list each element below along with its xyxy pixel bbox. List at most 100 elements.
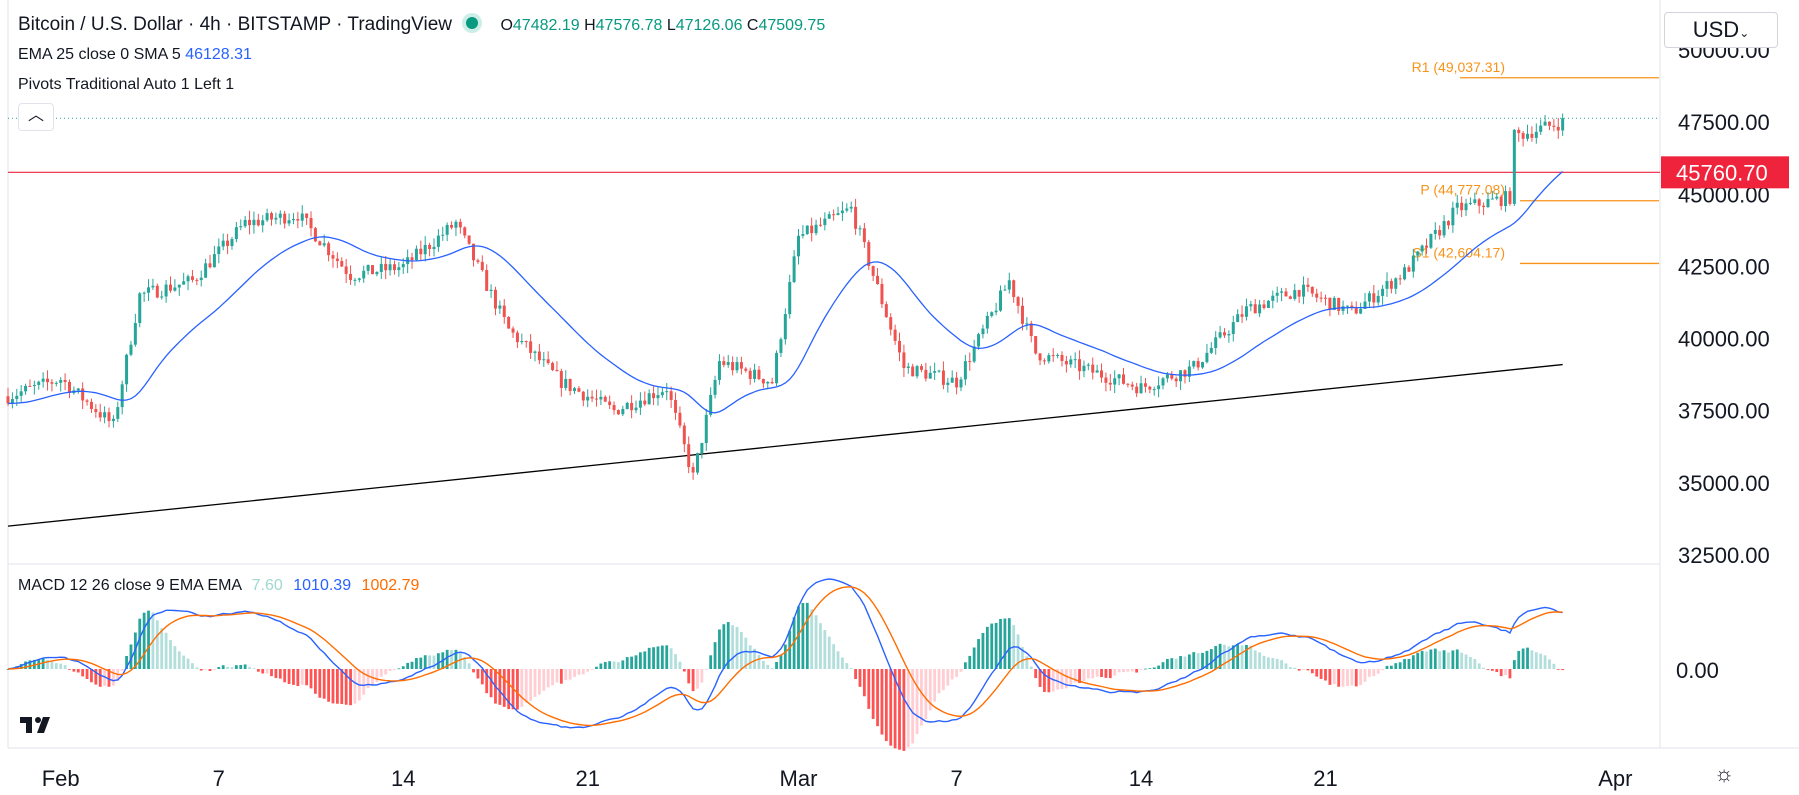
macd-histogram-bar bbox=[314, 669, 317, 694]
macd-histogram-bar bbox=[766, 664, 770, 669]
macd-histogram-bar bbox=[529, 669, 533, 701]
collapse-legend-button[interactable]: ︿ bbox=[18, 103, 54, 131]
macd-histogram-bar bbox=[182, 655, 186, 669]
macd-histogram-bar bbox=[753, 648, 756, 669]
candle-body bbox=[384, 263, 388, 271]
macd-histogram-bar bbox=[955, 669, 958, 677]
candle-body bbox=[1183, 370, 1187, 377]
macd-tick-label: 0.00 bbox=[1676, 658, 1719, 683]
candle-body bbox=[1319, 297, 1323, 299]
macd-histogram-bar bbox=[1086, 669, 1090, 679]
macd-histogram-bar bbox=[867, 669, 871, 709]
macd-histogram-bar bbox=[542, 669, 546, 691]
macd-histogram-bar bbox=[1499, 669, 1503, 677]
macd-histogram-bar bbox=[379, 669, 383, 677]
support-trendline[interactable] bbox=[7, 363, 1563, 527]
chevron-up-icon: ︿ bbox=[27, 107, 44, 124]
resistance-price-tag bbox=[1661, 156, 1789, 189]
candle-body bbox=[1240, 314, 1244, 317]
candle-body bbox=[1451, 207, 1455, 226]
macd-histogram-bar bbox=[1284, 663, 1288, 669]
candle-body bbox=[1394, 278, 1398, 289]
candle-body bbox=[1460, 202, 1464, 211]
settings-icon[interactable]: ☼ bbox=[1714, 761, 1735, 786]
macd-histogram-bar bbox=[1095, 669, 1099, 677]
candle-body bbox=[1157, 385, 1161, 390]
candle-body bbox=[1266, 300, 1270, 308]
candle-body bbox=[1376, 295, 1380, 303]
candle-body bbox=[199, 277, 203, 281]
macd-histogram-bar bbox=[1539, 653, 1543, 669]
macd-histogram-bar bbox=[516, 669, 519, 710]
candle-body bbox=[1433, 229, 1437, 234]
candle-body bbox=[331, 255, 335, 259]
candle-body bbox=[1231, 322, 1235, 335]
macd-histogram-bar bbox=[419, 657, 423, 669]
candle-body bbox=[1341, 306, 1345, 311]
candle-body bbox=[265, 213, 269, 221]
macd-histogram-bar bbox=[1078, 669, 1081, 684]
candle-body bbox=[1016, 297, 1020, 306]
candle-body bbox=[1403, 267, 1407, 280]
candle-body bbox=[59, 380, 63, 383]
macd-histogram-bar bbox=[564, 669, 568, 681]
macd-histogram-bar bbox=[234, 665, 238, 669]
macd-histogram-bar bbox=[1442, 650, 1446, 669]
macd-histogram-bar bbox=[1530, 650, 1534, 669]
candle-body bbox=[138, 293, 142, 324]
candle-body bbox=[1047, 355, 1051, 362]
candle-body bbox=[515, 332, 519, 343]
ohlc-close: 47509.75 bbox=[758, 17, 826, 34]
candle-body bbox=[24, 385, 28, 392]
candle-body bbox=[594, 398, 598, 400]
macd-histogram-bar bbox=[230, 667, 234, 669]
time-tick-label: 7 bbox=[213, 766, 225, 791]
pivots-legend[interactable]: Pivots Traditional Auto 1 Left 1 bbox=[18, 76, 234, 94]
macd-histogram-bar bbox=[160, 628, 164, 669]
candle-body bbox=[735, 362, 739, 371]
candle-body bbox=[1025, 323, 1029, 325]
candle-body bbox=[133, 323, 137, 345]
candle-body bbox=[634, 407, 638, 411]
candle-body bbox=[792, 256, 796, 283]
candle-body bbox=[682, 425, 686, 445]
macd-histogram-bar bbox=[1104, 669, 1108, 678]
macd-legend[interactable]: MACD 12 26 close 9 EMA EMA 7.60 1010.39 … bbox=[18, 577, 419, 595]
macd-histogram-bar bbox=[388, 669, 392, 671]
candle-body bbox=[599, 396, 603, 400]
macd-histogram-bar bbox=[98, 669, 102, 687]
macd-histogram-bar bbox=[125, 655, 128, 669]
ema-line[interactable] bbox=[7, 171, 1564, 414]
macd-histogram-bar bbox=[454, 649, 458, 669]
macd-histogram-bar bbox=[537, 669, 541, 695]
macd-histogram-bar bbox=[1249, 645, 1253, 669]
candle-body bbox=[1455, 202, 1459, 208]
ema-legend[interactable]: EMA 25 close 0 SMA 5 46128.31 bbox=[18, 46, 252, 64]
macd-histogram-bar bbox=[1091, 669, 1095, 679]
resistance-price-label: 45760.70 bbox=[1676, 160, 1768, 185]
macd-histogram-bar bbox=[81, 669, 85, 677]
currency-button[interactable]: USD⌄ bbox=[1664, 12, 1778, 48]
candle-body bbox=[278, 213, 282, 218]
tradingview-logo-icon[interactable] bbox=[18, 709, 58, 741]
macd-histogram-bar bbox=[871, 669, 875, 719]
candle-body bbox=[814, 224, 818, 234]
candle-body bbox=[559, 371, 563, 388]
candle-body bbox=[1139, 383, 1143, 394]
macd-histogram-bar bbox=[985, 626, 989, 669]
macd-histogram-bar bbox=[19, 664, 23, 669]
macd-histogram-bar bbox=[252, 668, 256, 669]
macd-histogram-bar bbox=[142, 612, 146, 669]
candle-body bbox=[1034, 336, 1038, 354]
candle-body bbox=[1064, 360, 1068, 365]
macd-histogram-bar bbox=[779, 654, 783, 669]
candle-body bbox=[388, 264, 392, 271]
candle-body bbox=[472, 243, 476, 261]
macd-histogram-bar bbox=[665, 645, 669, 669]
candle-body bbox=[551, 362, 555, 371]
macd-signal-line[interactable] bbox=[7, 586, 1563, 727]
macd-histogram-bar bbox=[968, 655, 972, 669]
candle-body bbox=[1121, 374, 1125, 384]
macd-histogram-bar bbox=[928, 669, 932, 711]
